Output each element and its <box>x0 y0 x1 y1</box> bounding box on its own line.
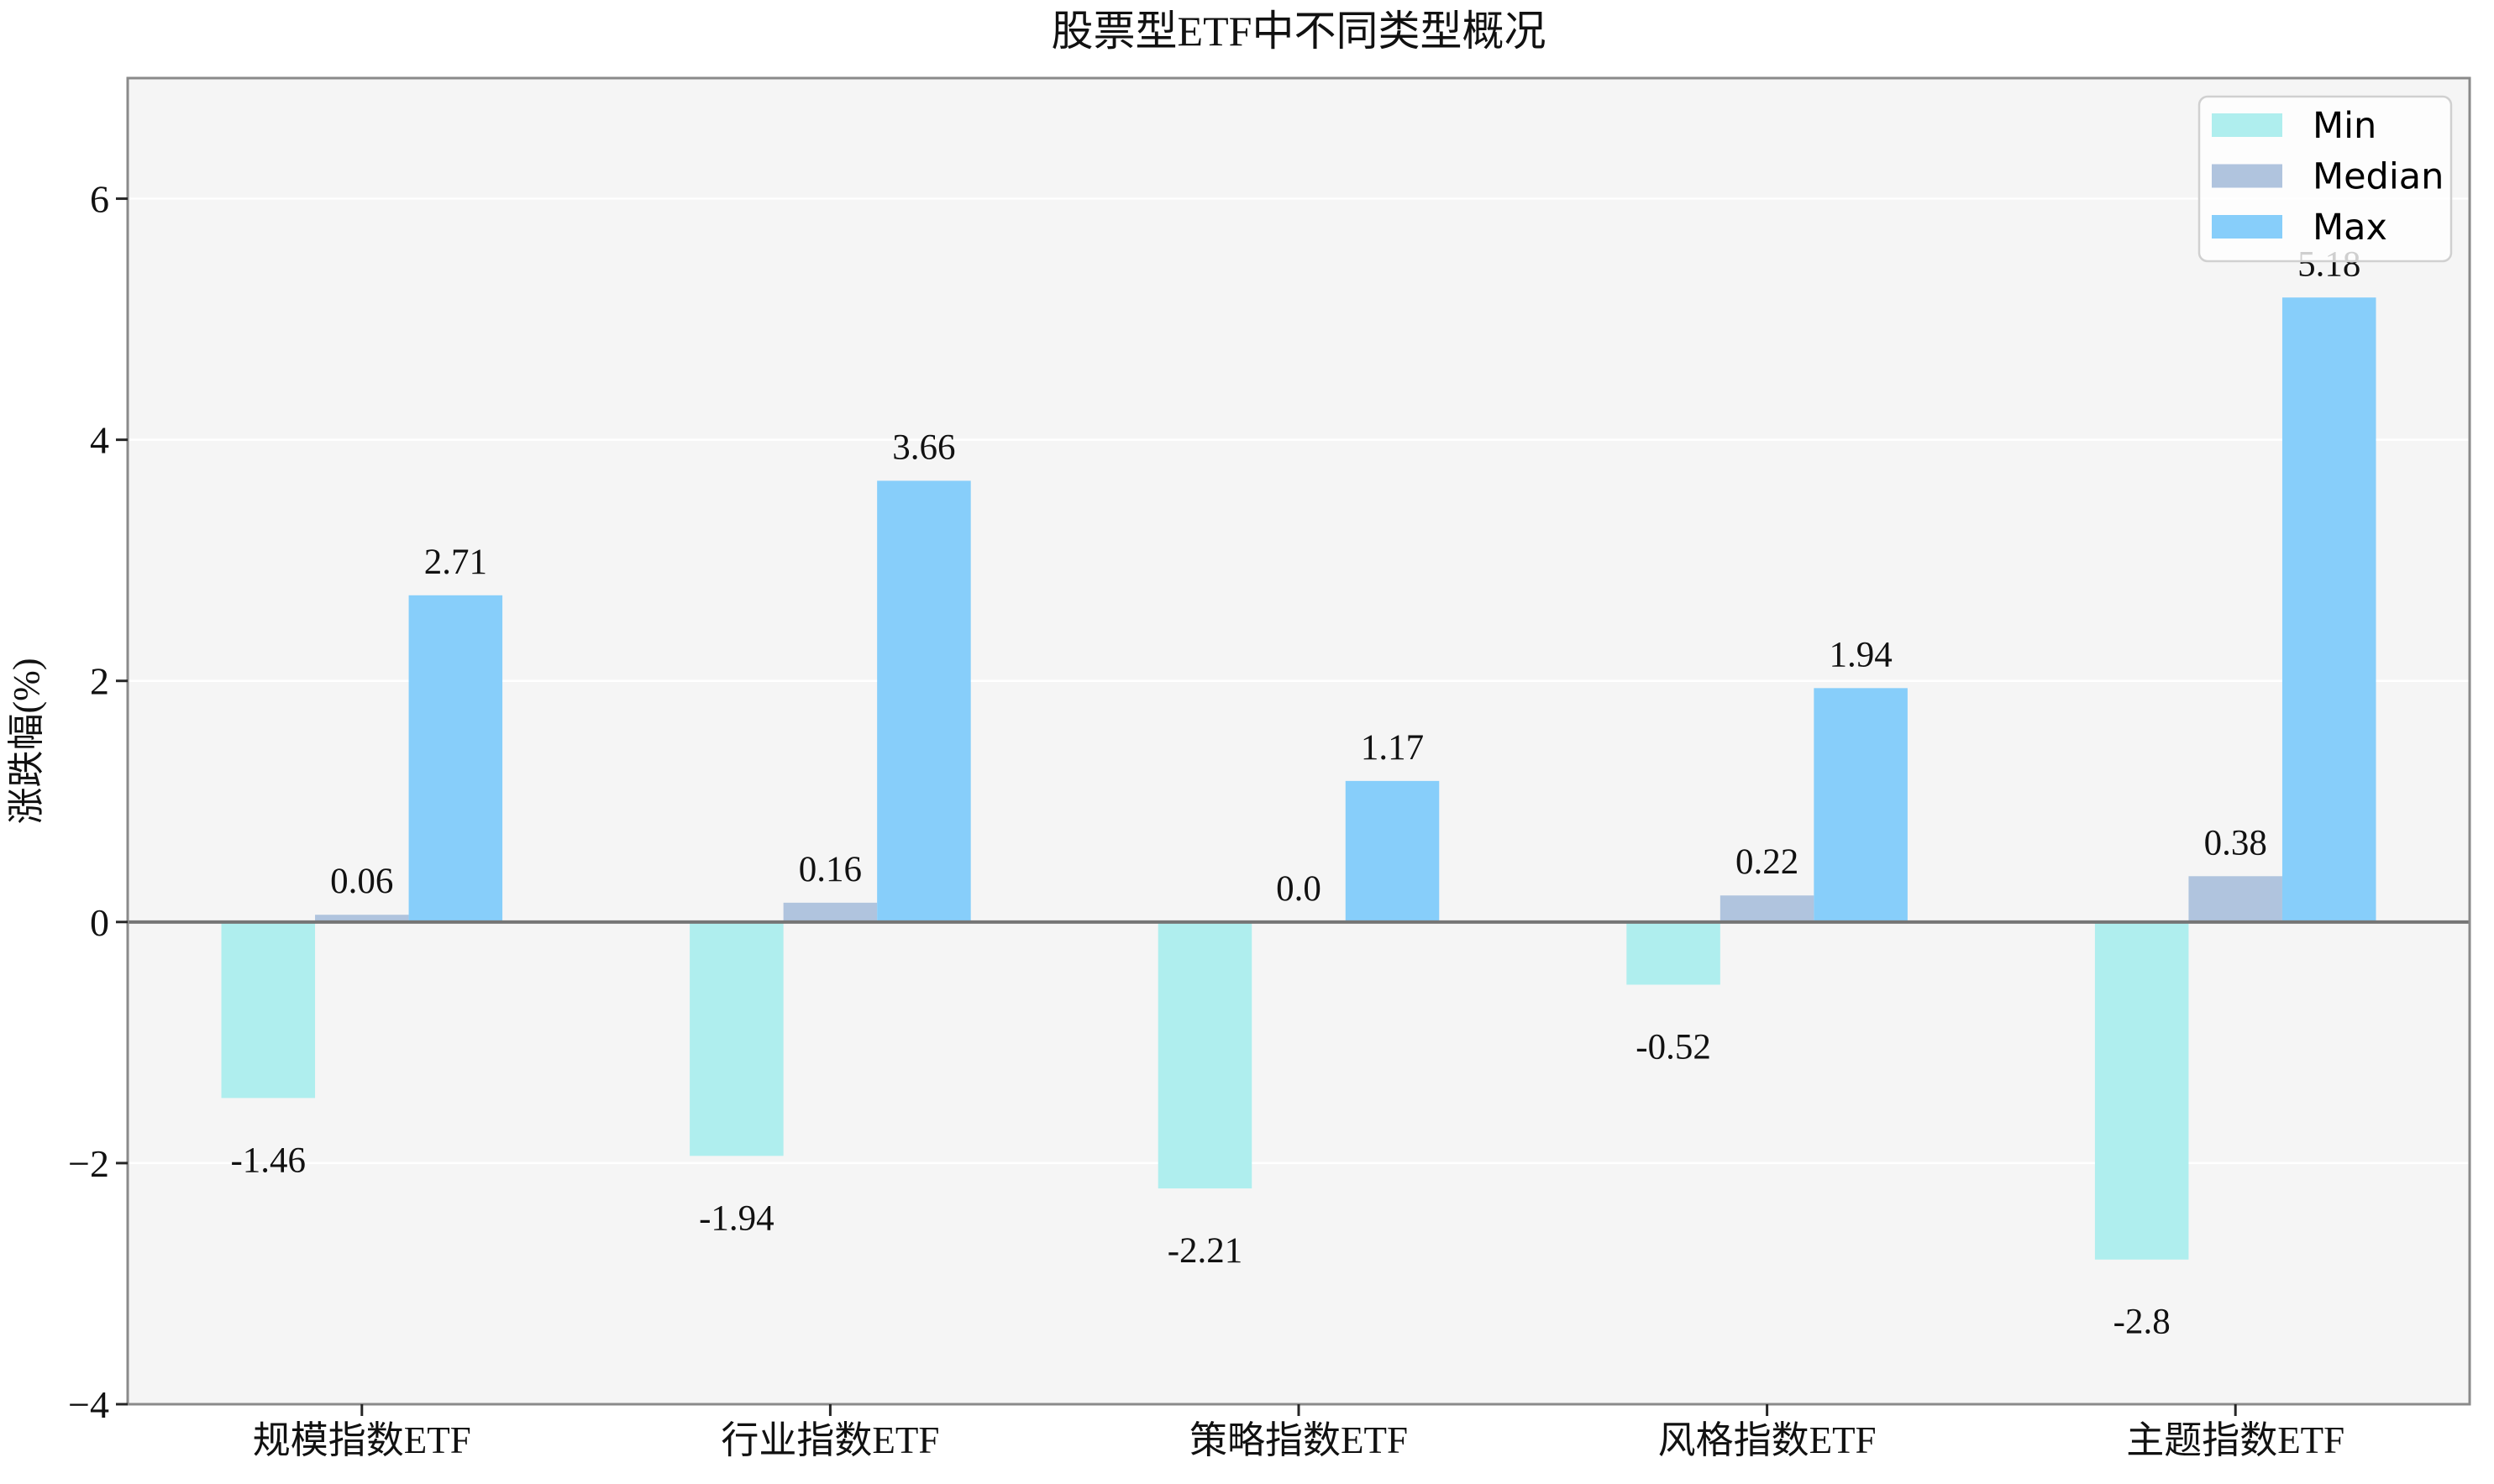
bar-label-median-2: 0.0 <box>1276 869 1321 909</box>
bar-median-1 <box>783 902 878 922</box>
bar-label-median-4: 0.38 <box>2204 823 2267 863</box>
x-tick-label-3: 风格指数ETF <box>1658 1419 1877 1461</box>
y-tick-label-2: 2 <box>90 660 109 703</box>
bar-max-4 <box>2281 297 2376 922</box>
chart-title: 股票型ETF中不同类型概况 <box>1052 8 1546 55</box>
bar-label-min-1: -1.94 <box>699 1198 774 1238</box>
y-tick-label--2: −2 <box>68 1142 109 1185</box>
bar-min-0 <box>221 921 316 1099</box>
bar-label-median-3: 0.22 <box>1735 842 1798 882</box>
bar-max-1 <box>877 480 971 922</box>
y-tick-label-6: 6 <box>90 178 109 221</box>
bar-min-3 <box>1626 921 1720 985</box>
bar-label-min-0: -1.46 <box>230 1141 306 1180</box>
bar-label-min-3: -0.52 <box>1636 1027 1711 1067</box>
y-tick-label-0: 0 <box>90 901 109 944</box>
x-tick-label-2: 策略指数ETF <box>1189 1419 1408 1461</box>
bar-label-max-1: 3.66 <box>892 427 955 467</box>
legend: Min Median Max <box>2197 95 2453 263</box>
y-tick-label-4: 4 <box>90 419 109 462</box>
bar-label-max-2: 1.17 <box>1361 728 1424 768</box>
legend-label-median: Median <box>2313 156 2444 198</box>
x-tick-label-1: 行业指数ETF <box>721 1419 939 1461</box>
legend-label-min: Min <box>2313 105 2376 147</box>
bar-label-min-2: -2.21 <box>1168 1231 1243 1271</box>
x-tick-label-4: 主题指数ETF <box>2126 1419 2344 1461</box>
legend-swatch-min <box>2212 113 2282 137</box>
x-tick-label-0: 规模指数ETF <box>253 1419 471 1461</box>
bar-min-1 <box>690 921 784 1156</box>
bar-median-0 <box>315 915 409 922</box>
plot-area <box>128 78 2470 1404</box>
legend-label-max: Max <box>2313 207 2387 249</box>
bar-max-0 <box>408 595 503 922</box>
y-tick-label--4: −4 <box>68 1383 109 1426</box>
bar-label-min-4: -2.8 <box>2113 1303 2171 1342</box>
bar-median-4 <box>2188 876 2282 922</box>
bar-label-median-1: 0.16 <box>799 850 862 889</box>
bar-label-max-3: 1.94 <box>1829 635 1892 674</box>
bar-max-3 <box>1814 688 1908 922</box>
bar-min-4 <box>2094 921 2189 1260</box>
bar-label-median-0: 0.06 <box>330 862 393 901</box>
legend-swatch-max <box>2212 215 2282 239</box>
bar-median-3 <box>1720 895 1814 922</box>
bar-min-2 <box>1158 921 1252 1189</box>
y-axis-label: 涨跌幅(%) <box>6 658 47 825</box>
bar-max-2 <box>1345 780 1440 922</box>
bar-label-max-0: 2.71 <box>424 543 487 582</box>
legend-swatch-median <box>2212 164 2282 188</box>
